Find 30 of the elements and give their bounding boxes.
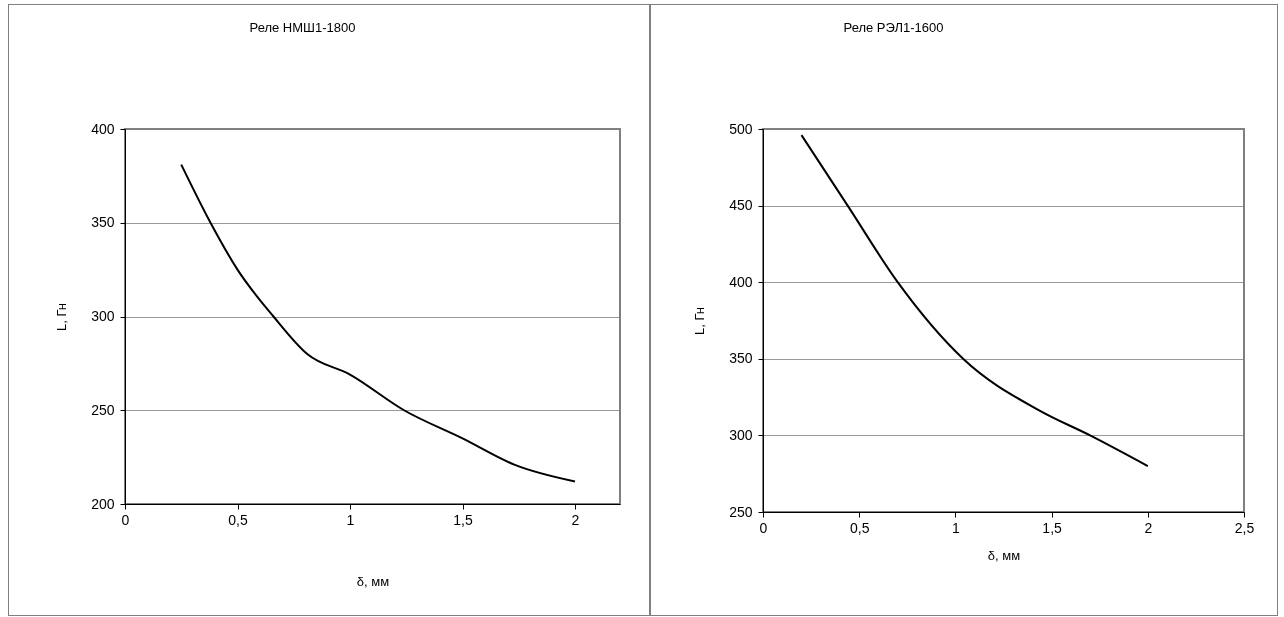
chart-title: Реле РЭЛ1-1600 (843, 20, 944, 35)
y-axis-title: L, Гн (692, 307, 708, 335)
y-tick-label: 450 (729, 197, 753, 214)
x-tick-label: 2,5 (1234, 519, 1255, 536)
y-tick-label: 400 (729, 273, 753, 290)
y-tick-label: 250 (91, 401, 115, 418)
y-tick-label: 500 (729, 120, 753, 137)
x-tick-label: 2 (1144, 519, 1153, 536)
x-tick-label: 1,5 (1042, 519, 1063, 536)
x-tick-label: 1 (346, 511, 355, 528)
y-tick-label: 200 (91, 495, 115, 512)
x-tick-label: 1,5 (453, 511, 473, 528)
x-tick-label: 0,5 (849, 519, 870, 536)
y-tick-label: 350 (729, 350, 753, 367)
x-tick-label: 2 (571, 511, 580, 528)
y-tick-label: 250 (729, 503, 753, 520)
x-axis-title: δ, мм (356, 573, 390, 589)
line-series (800, 134, 1149, 468)
x-tick-label: 0,5 (228, 511, 248, 528)
chart-title: Реле НМШ1-1800 (249, 20, 356, 35)
y-tick-label: 350 (91, 214, 115, 231)
x-axis-title: δ, мм (987, 547, 1021, 563)
y-tick-label: 300 (91, 308, 115, 324)
x-tick-label: 0 (121, 511, 130, 528)
y-tick-label: 300 (729, 426, 753, 443)
x-tick-label: 1 (952, 519, 960, 536)
line-series (180, 163, 576, 483)
y-axis-title: L, Гн (54, 303, 70, 331)
y-tick-label: 400 (91, 120, 115, 137)
x-tick-label: 0 (759, 519, 768, 536)
